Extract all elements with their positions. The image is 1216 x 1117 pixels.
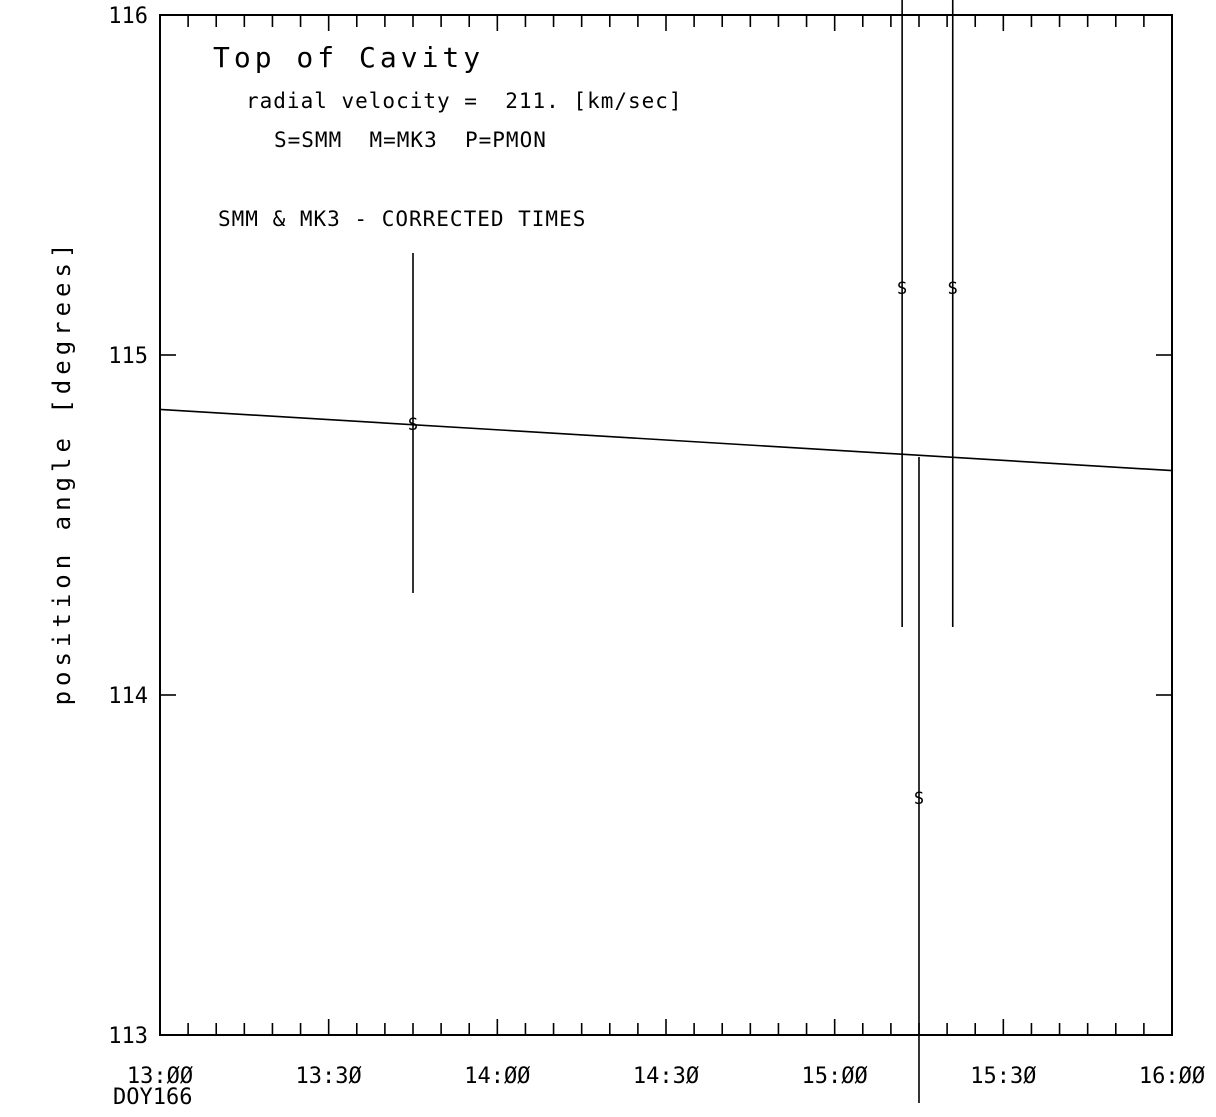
y-tick-label: 115 — [108, 344, 148, 369]
x-tick-label: 13:ØØ — [127, 1064, 193, 1089]
data-point-marker: S — [948, 279, 958, 299]
data-point-marker: S — [914, 789, 924, 809]
y-tick-label: 114 — [108, 684, 148, 709]
x-tick-label: 16:ØØ — [1139, 1064, 1205, 1089]
plot-frame — [159, 14, 1173, 1036]
fit-line — [159, 408, 1173, 472]
chart-title: Top of Cavity — [213, 41, 484, 74]
data-point-marker: S — [897, 279, 907, 299]
annotation-radial-velocity: radial velocity = 211. [km/sec] — [246, 89, 683, 113]
annotation-corrected-times: SMM & MK3 - CORRECTED TIMES — [218, 207, 586, 231]
annotation-legend-key: S=SMM M=MK3 P=PMON — [274, 128, 547, 152]
y-tick-label: 113 — [108, 1024, 148, 1049]
x-tick-label: 13:3Ø — [296, 1064, 362, 1089]
x-tick-label: 15:3Ø — [970, 1064, 1036, 1089]
fit-line-group — [159, 408, 1173, 472]
y-tick-labels: 113 114 115 116 — [108, 4, 148, 1049]
x-tick-labels: 13:ØØ 13:3Ø 14:ØØ 14:3Ø 15:ØØ 15:3Ø 16:ØØ — [127, 1064, 1205, 1089]
y-tick-label: 116 — [108, 4, 148, 29]
x-axis-day-label: DOY166 — [113, 1085, 192, 1110]
y-axis-label: position angle [degrees] — [48, 239, 76, 706]
x-tick-label: 14:ØØ — [464, 1064, 530, 1089]
data-points: S S S S — [408, 0, 958, 1103]
x-tick-label: 14:3Ø — [633, 1064, 699, 1089]
data-point-marker: S — [408, 415, 418, 435]
x-tick-label: 15:ØØ — [802, 1064, 868, 1089]
axis-ticks — [159, 14, 1173, 1036]
